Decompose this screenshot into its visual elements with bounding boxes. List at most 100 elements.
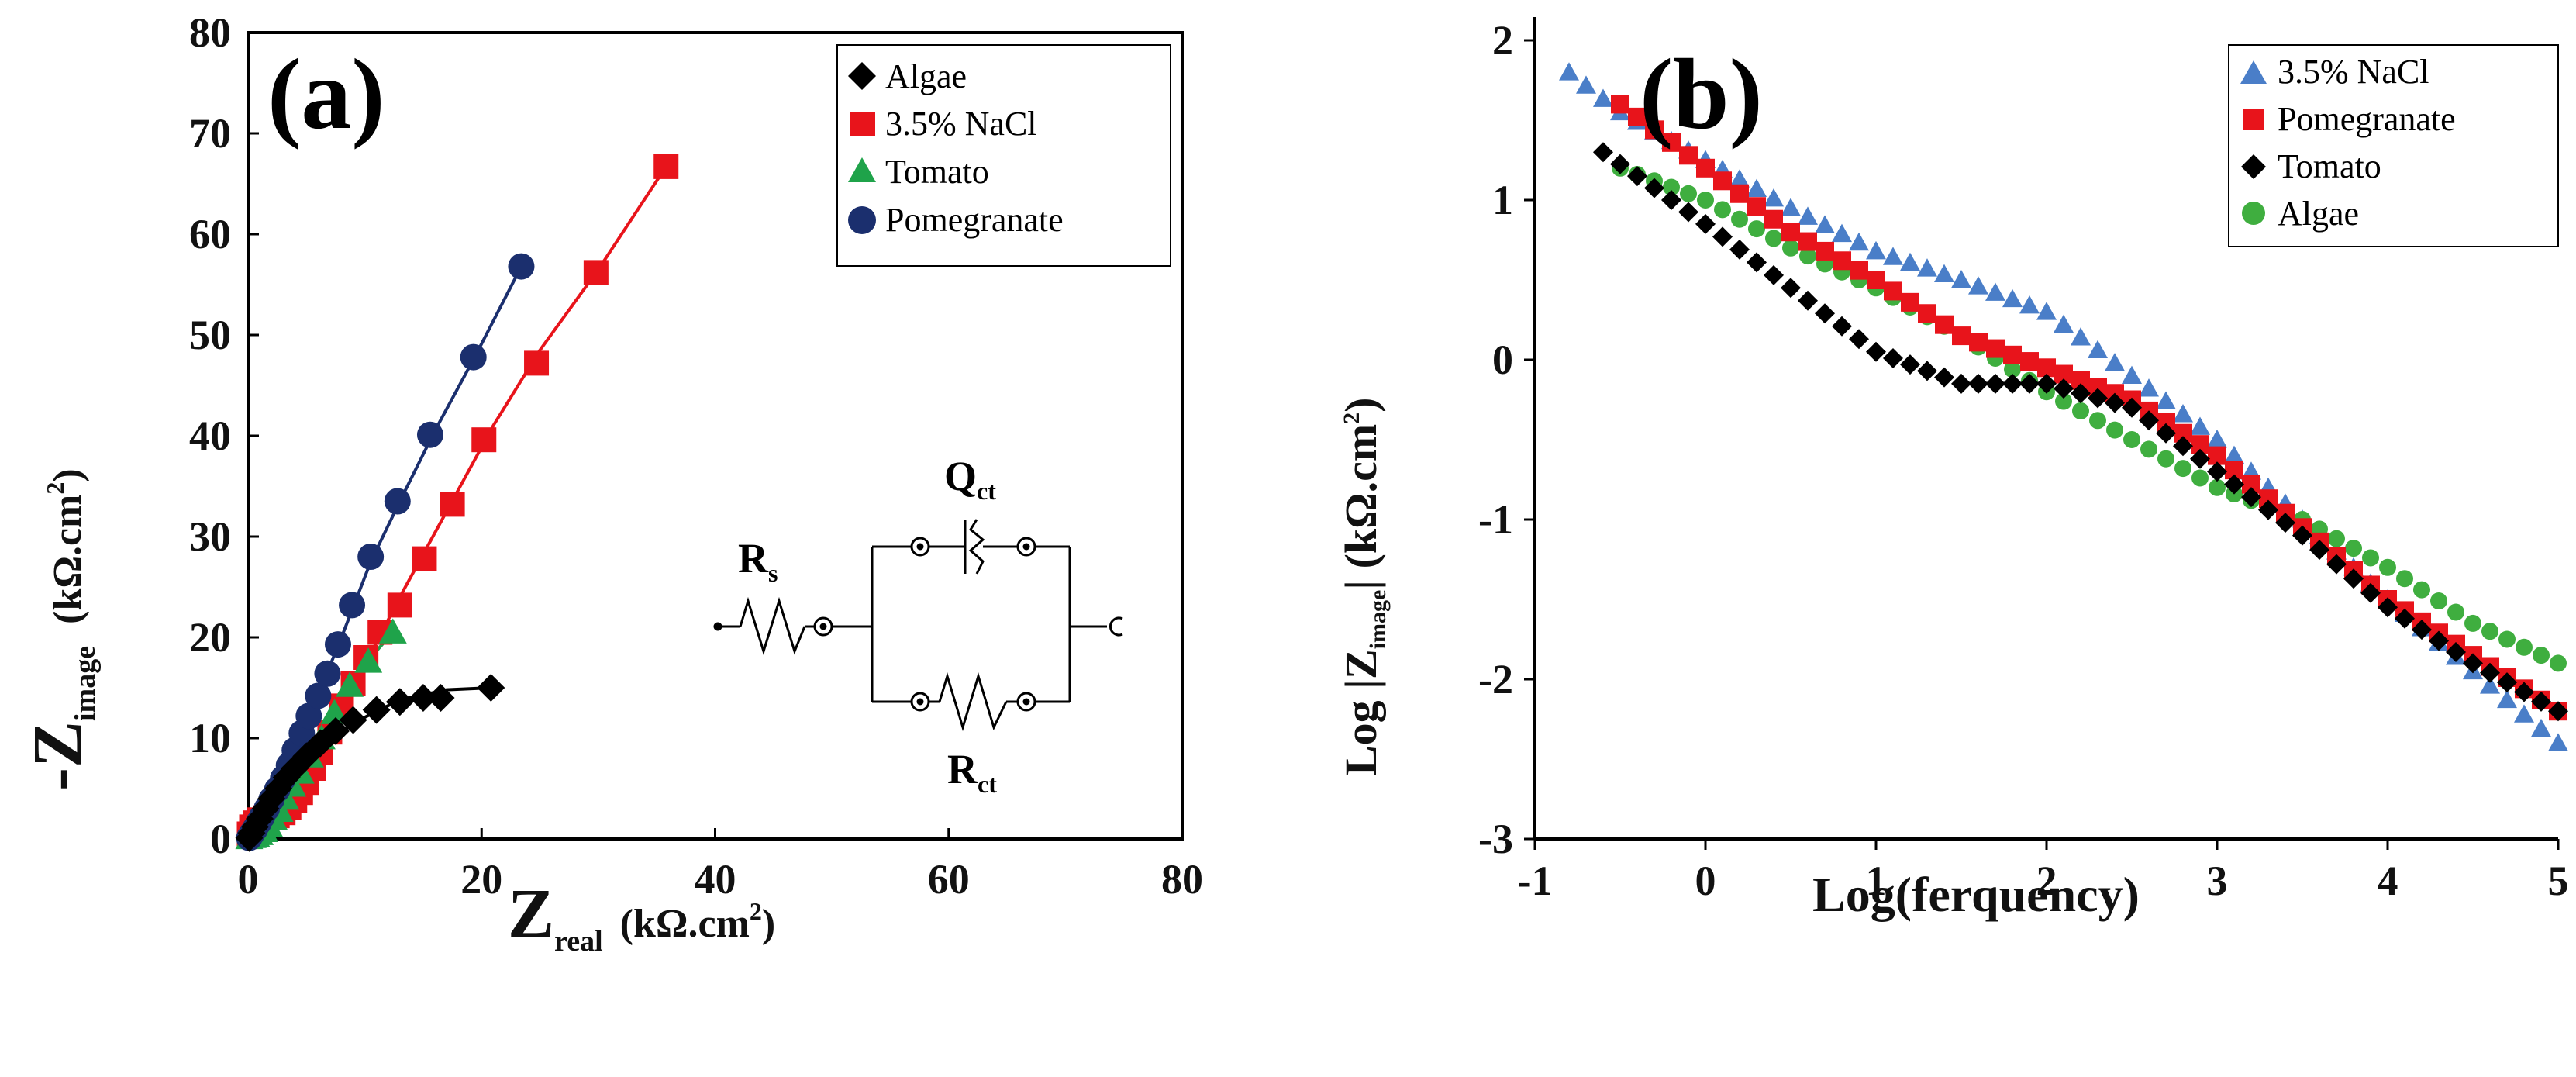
data-point-pomegranate — [357, 544, 385, 570]
data-point-tomato — [1832, 316, 1852, 337]
data-point-tomato — [1729, 239, 1750, 260]
y-tick-label: -3 — [1478, 816, 1513, 862]
data-point-3-5-nacl — [2002, 288, 2023, 308]
legend-a-tomato-marker — [848, 157, 876, 182]
data-point-pomegranate — [1679, 146, 1698, 165]
legend-a-nacl-marker — [850, 112, 875, 136]
y-tick-label: 60 — [189, 211, 231, 257]
data-point-3-5-nacl — [1781, 198, 1801, 216]
legend-b-tomato: Tomato — [2241, 147, 2381, 185]
y-tick-label: 10 — [189, 715, 231, 761]
y-tick-label: 40 — [189, 413, 231, 459]
data-point-tomato — [1900, 354, 1920, 375]
data-point-tomato — [2019, 373, 2040, 394]
data-point-algae — [385, 688, 414, 716]
data-point-tomato — [2497, 672, 2517, 693]
data-point-algae — [2140, 440, 2157, 458]
legend-b-nacl: 3.5% NaCl — [2240, 53, 2429, 91]
data-point-tomato — [2173, 436, 2193, 457]
circuit-node-dot — [819, 623, 827, 630]
data-point-algae — [1663, 178, 1680, 196]
data-point-pomegranate — [1696, 158, 1715, 178]
y-tick-label: -1 — [1478, 496, 1513, 543]
y-tick-label: 80 — [189, 9, 231, 56]
data-point-pomegranate — [339, 592, 366, 619]
data-point-pomegranate — [1645, 120, 1664, 140]
data-point-pomegranate — [1662, 133, 1681, 152]
data-point-algae — [426, 684, 455, 712]
rct-label: Rct — [947, 746, 997, 798]
data-point-3-5-nacl — [2139, 378, 2159, 397]
x-tick-label: 4 — [2378, 858, 2398, 904]
data-point-algae — [2464, 614, 2481, 632]
data-point-tomato — [1917, 361, 1937, 381]
legend-a-algae-label: Algae — [885, 57, 967, 95]
data-point-algae — [1714, 201, 1731, 219]
data-point-3-5-nacl — [2156, 391, 2176, 409]
data-point-algae — [2430, 592, 2447, 610]
data-point-algae — [2123, 431, 2140, 448]
data-point-pomegranate — [1713, 171, 1732, 191]
data-point-3-5-nacl — [1900, 252, 1920, 271]
panel-a-x-axis-title: Zreal (kΩ.cm2) — [508, 875, 775, 958]
data-point-tomato — [1627, 166, 1647, 187]
data-point-tomato — [336, 671, 364, 697]
x-tick-label: 0 — [238, 856, 259, 903]
data-point-tomato — [2241, 487, 2261, 508]
data-point-tomato — [1781, 278, 1801, 299]
data-point-tomato — [1866, 341, 1886, 362]
data-point-pomegranate — [1850, 261, 1868, 280]
data-point-pomegranate — [1918, 304, 1936, 323]
data-point-3-5-nacl — [1764, 188, 1784, 207]
data-point-tomato — [1934, 367, 1954, 388]
data-point-algae — [2413, 581, 2430, 599]
data-point-tomato — [1593, 142, 1613, 163]
y-tick-label: 0 — [210, 816, 231, 862]
qct-cpe-plate-right — [968, 519, 985, 575]
panel-a-data-points — [235, 154, 679, 852]
data-point-algae — [477, 674, 505, 702]
data-point-pomegranate — [1628, 107, 1647, 126]
data-point-3-5-nacl — [1985, 282, 2005, 301]
data-point-algae — [2089, 412, 2106, 430]
rct-resistor — [938, 671, 1008, 732]
data-point-3-5-nacl — [1559, 62, 1579, 81]
data-point-3-5-nacl — [1815, 215, 1835, 233]
data-point-tomato — [2480, 662, 2500, 683]
panel-b-legend: 3.5% NaCl Pomegranate Tomato Algae — [2228, 44, 2559, 247]
data-point-3-5-nacl — [1747, 178, 1767, 197]
data-point-tomato — [1747, 252, 1767, 273]
data-point-3-5-nacl — [2548, 733, 2568, 751]
panel-a-legend: Algae 3.5% NaCl Tomato Pomegranate — [836, 44, 1171, 267]
data-point-pomegranate — [1764, 209, 1783, 229]
y-tick-label: 2 — [1492, 17, 1513, 64]
equivalent-circuit — [713, 519, 1123, 732]
data-point-pomegranate — [1730, 184, 1749, 203]
data-point-pomegranate — [2003, 345, 2022, 364]
data-point-algae — [2345, 540, 2362, 557]
data-point-tomato — [1764, 264, 1784, 285]
data-point-3-5-nacl — [583, 260, 609, 285]
data-point-3-5-nacl — [1849, 232, 1869, 251]
data-point-tomato — [2088, 388, 2108, 409]
data-point-tomato — [2122, 397, 2142, 418]
data-point-3-5-nacl — [1917, 258, 1937, 277]
panel-a-label: (a) — [267, 39, 385, 150]
data-point-tomato — [2309, 540, 2329, 561]
data-point-tomato — [1678, 202, 1698, 223]
legend-b-algae-marker — [2242, 202, 2265, 225]
data-point-tomato — [378, 618, 407, 644]
data-point-tomato — [2054, 378, 2074, 399]
panel-a: 0 10 20 30 40 50 60 70 80 0 20 40 60 80 (a) Algae 3.… — [19, 9, 1203, 958]
data-point-tomato — [2224, 474, 2244, 495]
legend-b-tomato-label: Tomato — [2278, 147, 2381, 185]
data-point-tomato — [1951, 373, 1971, 394]
panel-b-x-ticks: -1 0 1 2 3 4 5 — [1518, 839, 2569, 904]
data-point-tomato — [2071, 383, 2091, 404]
data-point-3-5-nacl — [387, 592, 412, 618]
data-point-pomegranate — [1884, 281, 1902, 301]
data-point-algae — [2533, 647, 2550, 664]
data-point-pomegranate — [1952, 326, 1971, 346]
data-point-tomato — [2036, 373, 2057, 394]
data-point-algae — [1799, 247, 1816, 265]
